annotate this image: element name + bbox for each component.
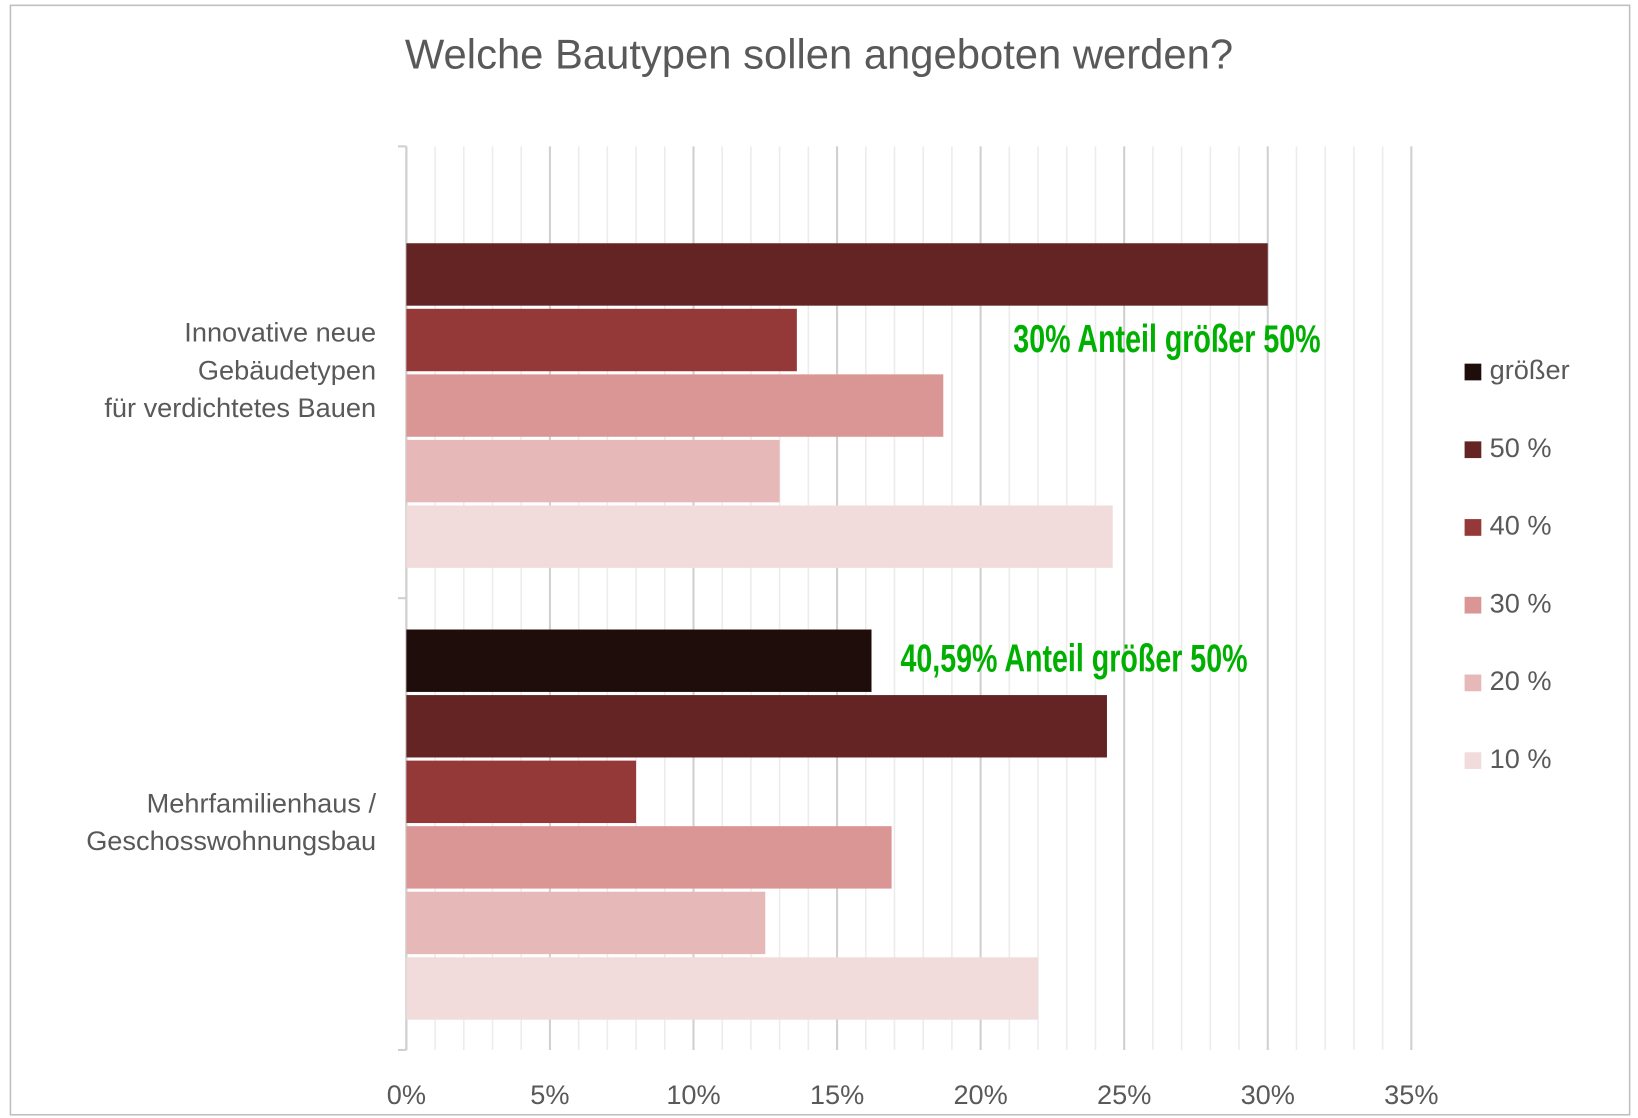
bar	[406, 760, 637, 824]
legend-swatch	[1464, 363, 1482, 381]
legend-label: 30 %	[1490, 587, 1552, 618]
x-tick-label: 30%	[1241, 1079, 1295, 1110]
legend-label: 40 %	[1490, 510, 1552, 541]
x-tick-label: 20%	[953, 1079, 1007, 1110]
x-tick-label: 35%	[1384, 1079, 1438, 1110]
category-label-line: Mehrfamilienhaus /	[147, 787, 377, 818]
category-label-line: Gebäudetypen	[198, 354, 376, 385]
legend-swatch	[1464, 441, 1482, 459]
legend-swatch	[1464, 519, 1482, 536]
x-tick-label: 25%	[1097, 1079, 1151, 1110]
category-label-line: für verdichtetes Bauen	[104, 392, 376, 423]
chart-title: Welche Bautypen sollen angeboten werden?	[405, 31, 1233, 78]
legend-label: größer	[1490, 354, 1570, 385]
x-tick-label: 10%	[666, 1079, 720, 1110]
x-tick-label: 5%	[530, 1079, 569, 1110]
category-label: Innovative neue Gebäudetypen für verdichte…	[104, 317, 376, 423]
bar	[406, 957, 1039, 1020]
category-label: Mehrfamilienhaus / Geschosswohnungsbau	[86, 787, 376, 856]
bar	[406, 629, 872, 692]
x-tick-label: 0%	[387, 1079, 426, 1110]
bar	[406, 695, 1107, 758]
category-label-line: Geschosswohnungsbau	[86, 825, 376, 856]
legend-label: 20 %	[1490, 665, 1552, 696]
bar	[406, 826, 892, 889]
x-tick-label: 15%	[810, 1079, 864, 1110]
legend-label: 10 %	[1490, 743, 1552, 774]
legend-swatch	[1464, 674, 1482, 692]
legend-swatch	[1464, 752, 1482, 769]
legend-swatch	[1464, 596, 1482, 614]
legend-label: 50 %	[1490, 432, 1552, 463]
bar	[406, 243, 1268, 306]
bar	[406, 439, 780, 503]
bar	[406, 891, 766, 955]
annotation: 40,59% Anteil größer 50%	[900, 637, 1247, 680]
annotation: 30% Anteil größer 50%	[1013, 318, 1320, 361]
bar	[406, 308, 797, 372]
category-label-line: Innovative neue	[184, 317, 376, 348]
bar	[406, 374, 944, 437]
bar	[406, 505, 1113, 568]
